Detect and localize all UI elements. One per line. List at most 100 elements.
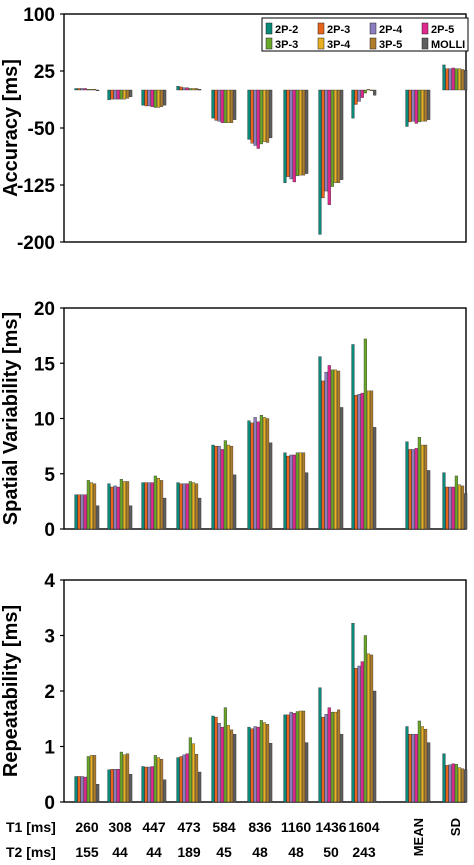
bar-2P-3-1604 (354, 395, 358, 530)
bar-3P-3-584 (223, 440, 227, 530)
y-tick-label: 0 (44, 793, 55, 814)
row-label: T1 [ms] (6, 819, 56, 835)
bar-2P-4-SD (448, 486, 452, 530)
bar-2P-5-1604 (360, 89, 364, 98)
t1-value: 1604 (348, 819, 379, 835)
bar-2P-4-447 (147, 766, 151, 803)
bar-MOLLI-1604 (373, 427, 377, 530)
legend-entry: 3P-5 (379, 39, 402, 51)
bar-3P-5-473 (195, 483, 199, 530)
bar-MOLLI-MEAN (427, 470, 431, 530)
legend-swatch (317, 22, 325, 35)
parameter-table: T1 [ms] T2 [ms] 260 308 447 473 584 836 1160 1436… (6, 818, 463, 860)
legend-entry: 2P-2 (275, 24, 298, 36)
bar-3P-4-1436 (333, 711, 338, 803)
chart-panel-2: 0 5 10 15 20 Spatial Variability [ms] (0, 299, 468, 541)
bar-2P-5-MEAN (414, 734, 418, 803)
category-label-sd: SD (448, 818, 463, 836)
bar-2P-5-584 (220, 449, 224, 530)
bar-3P-5-SD (461, 485, 465, 530)
bar-2P-3-MEAN (408, 734, 412, 803)
bar-3P-4-260 (89, 755, 94, 803)
bar-2P-5-308 (116, 89, 120, 100)
legend-swatch (369, 22, 377, 35)
bar-3P-4-308 (122, 89, 127, 100)
bar-2P-5-473 (185, 753, 189, 803)
bar-2P-3-308 (110, 89, 114, 100)
bar-3P-4-1604 (366, 653, 371, 803)
bar-3P-4-473 (191, 482, 196, 530)
bar-2P-4-SD (448, 68, 452, 91)
bar-2P-3-1604 (354, 89, 358, 105)
bar-2P-2-473 (176, 482, 180, 530)
legend-entry: 2P-3 (327, 24, 350, 36)
bar-2P-2-MEAN (405, 89, 409, 127)
bar-2P-4-1436 (324, 89, 328, 192)
bar-2P-4-473 (182, 483, 186, 530)
bar-3P-4-1436 (333, 369, 338, 530)
bar-2P-5-584 (220, 89, 224, 123)
bar-2P-4-260 (80, 494, 84, 530)
bar-MOLLI-1160 (305, 742, 309, 803)
bar-2P-4-1160 (289, 89, 293, 180)
bar-2P-4-584 (217, 445, 221, 530)
t2-value: 44 (146, 844, 162, 860)
bar-2P-2-1436 (318, 89, 322, 235)
t2-value: 45 (216, 844, 232, 860)
bar-MOLLI-SD (464, 493, 468, 530)
bar-3P-5-SD (461, 69, 465, 91)
bar-MOLLI-584 (233, 89, 237, 120)
bar-3P-5-1604 (370, 89, 374, 91)
bar-MOLLI-473 (198, 497, 202, 530)
bar-2P-3-447 (144, 482, 148, 530)
bar-3P-4-308 (122, 754, 127, 803)
bar-2P-4-1436 (324, 714, 328, 803)
bar-2P-4-447 (147, 482, 151, 530)
bar-2P-3-1436 (321, 716, 325, 803)
bar-3P-3-447 (153, 89, 157, 108)
t1-value: 1160 (281, 819, 312, 835)
bar-2P-2-MEAN (405, 441, 409, 530)
bar-2P-5-260 (83, 776, 87, 803)
y-tick-label: 15 (34, 354, 56, 375)
bar-2P-3-1160 (286, 714, 290, 803)
bar-3P-3-SD (454, 68, 458, 91)
bar-3P-5-473 (195, 88, 199, 91)
t2-value: 243 (352, 844, 376, 860)
bar-3P-3-1604 (363, 89, 367, 94)
bar-2P-5-447 (150, 766, 154, 803)
bar-2P-2-260 (74, 88, 78, 91)
bar-3P-3-1160 (295, 452, 299, 530)
bar-2P-4-836 (253, 726, 257, 803)
bar-3P-5-584 (230, 729, 234, 803)
bar-2P-5-260 (83, 494, 87, 530)
bar-MOLLI-1436 (340, 734, 344, 803)
y-tick-label: -50 (28, 119, 55, 140)
bar-2P-2-SD (442, 64, 446, 91)
bar-2P-3-473 (179, 756, 183, 803)
category-label-mean: MEAN (411, 818, 426, 856)
bar-2P-5-584 (220, 726, 224, 803)
legend-swatch (369, 37, 377, 50)
y-tick-label: -125 (17, 176, 55, 197)
bar-2P-2-1604 (351, 89, 355, 119)
bar-2P-4-1604 (357, 665, 361, 803)
bar-3P-3-836 (259, 720, 263, 803)
bar-MOLLI-1160 (305, 472, 309, 530)
bar-2P-3-473 (179, 86, 183, 91)
bar-2P-5-308 (116, 486, 120, 530)
bar-3P-4-836 (262, 722, 267, 803)
bar-3P-3-473 (188, 88, 192, 91)
bar-3P-3-1436 (330, 89, 334, 187)
bar-2P-2-SD (442, 472, 446, 530)
bar-2P-5-260 (83, 88, 87, 91)
bar-2P-5-1436 (327, 707, 331, 803)
bar-3P-5-308 (126, 753, 130, 803)
bar-2P-3-260 (77, 494, 81, 530)
bar-3P-5-1160 (302, 89, 306, 176)
bar-2P-2-584 (211, 89, 215, 119)
bar-3P-3-260 (86, 480, 90, 530)
bar-MOLLI-SD (464, 70, 468, 91)
bar-3P-5-447 (160, 480, 164, 530)
